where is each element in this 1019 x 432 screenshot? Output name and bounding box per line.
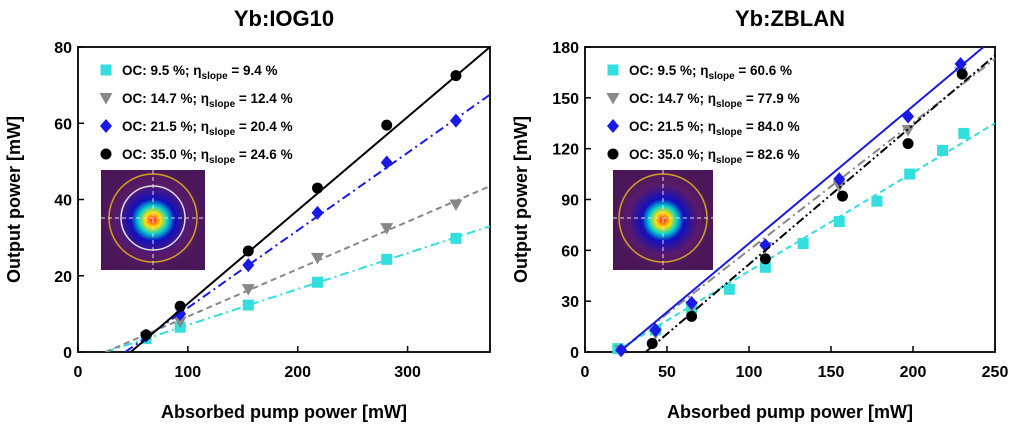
marker	[607, 119, 619, 133]
marker	[833, 172, 846, 187]
marker	[686, 310, 698, 322]
plot-frame	[584, 46, 996, 353]
marker	[954, 56, 967, 71]
marker	[100, 64, 112, 76]
marker	[311, 205, 324, 220]
y-axis-label: Output power [mW]	[4, 116, 24, 283]
x-axis-label: Absorbed pump power [mW]	[161, 402, 407, 422]
marker	[607, 148, 619, 160]
marker	[450, 232, 462, 244]
chart-title: Yb:ZBLAN	[735, 6, 845, 31]
y-tick-label: 20	[54, 269, 72, 286]
marker	[902, 138, 914, 150]
marker	[685, 295, 698, 310]
y-tick-label: 30	[561, 294, 579, 311]
x-tick-label: 50	[658, 364, 676, 381]
fit-line	[618, 47, 985, 352]
marker	[606, 93, 620, 105]
legend-entry: OC: 21.5 %; ηslope = 84.0 %	[629, 119, 800, 138]
marker	[902, 109, 915, 124]
marker	[100, 148, 112, 160]
marker	[904, 168, 916, 180]
x-tick-label: 250	[982, 364, 1009, 381]
marker	[241, 284, 255, 296]
x-axis-label: Absorbed pump power [mW]	[667, 402, 913, 422]
marker	[871, 195, 883, 207]
fit-line	[130, 47, 490, 352]
fit-line	[105, 225, 490, 352]
marker	[140, 329, 152, 341]
x-tick-label: 100	[736, 364, 763, 381]
fit-line	[124, 93, 490, 352]
x-tick-label: 200	[284, 364, 311, 381]
marker	[759, 253, 771, 265]
y-tick-label: 60	[561, 243, 579, 260]
marker	[937, 144, 949, 156]
marker	[450, 70, 462, 82]
marker	[242, 245, 254, 257]
marker	[797, 238, 809, 250]
legend-entry: OC: 14.7 %; ηslope = 77.9 %	[629, 91, 800, 110]
x-tick-label: 150	[818, 364, 845, 381]
y-tick-label: 0	[63, 345, 72, 362]
y-tick-label: 40	[54, 193, 72, 210]
marker	[901, 125, 915, 137]
marker	[174, 300, 186, 312]
x-tick-label: 0	[74, 364, 83, 381]
marker	[649, 322, 662, 337]
y-tick-label: 120	[552, 142, 579, 159]
marker	[242, 258, 255, 273]
legend-entry: OC: 9.5 %; ηslope = 9.4 %	[122, 63, 278, 82]
marker	[646, 338, 658, 350]
y-tick-label: 80	[54, 40, 72, 57]
legend-entry: OC: 21.5 %; ηslope = 20.4 %	[122, 119, 293, 138]
y-tick-label: 0	[570, 345, 579, 362]
y-tick-label: 60	[54, 116, 72, 133]
legend-entry: OC: 9.5 %; ηslope = 60.6 %	[629, 63, 792, 82]
legend-entry: OC: 35.0 %; ηslope = 24.6 %	[122, 147, 293, 166]
marker	[449, 113, 462, 128]
beam-inset	[613, 170, 713, 270]
y-tick-label: 90	[561, 193, 579, 210]
fit-line	[614, 122, 995, 352]
x-tick-label: 0	[581, 364, 590, 381]
marker	[836, 190, 848, 202]
fit-line	[617, 58, 995, 352]
y-tick-label: 180	[552, 40, 579, 57]
x-tick-label: 300	[394, 364, 421, 381]
fit-line	[645, 54, 995, 352]
marker	[311, 252, 325, 265]
marker	[312, 182, 324, 194]
y-axis-label: Output power [mW]	[511, 116, 531, 283]
marker	[99, 93, 113, 105]
marker	[173, 316, 187, 328]
beam-inset	[101, 170, 205, 270]
chart-title: Yb:IOG10	[234, 6, 334, 31]
marker	[615, 343, 628, 358]
marker	[833, 216, 845, 228]
marker	[723, 283, 735, 295]
marker	[100, 119, 112, 133]
marker	[759, 261, 771, 273]
marker	[449, 199, 463, 211]
marker	[380, 223, 394, 235]
x-tick-label: 200	[900, 364, 927, 381]
marker	[312, 276, 324, 288]
marker	[956, 68, 968, 80]
marker	[242, 299, 254, 311]
x-tick-label: 100	[175, 364, 202, 381]
legend-entry: OC: 14.7 %; ηslope = 12.4 %	[122, 91, 293, 110]
plot-frame	[77, 46, 491, 353]
marker	[958, 127, 970, 139]
marker	[381, 119, 393, 131]
marker	[607, 64, 619, 76]
marker	[381, 253, 393, 265]
legend-entry: OC: 35.0 %; ηslope = 82.6 %	[629, 147, 800, 166]
marker	[380, 155, 393, 170]
y-tick-label: 150	[552, 91, 579, 108]
